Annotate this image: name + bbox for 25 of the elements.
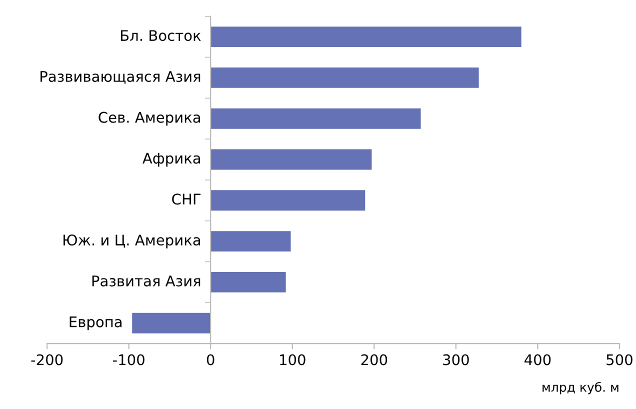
x-tick-label: 400: [524, 354, 551, 366]
x-tick-label: -200: [31, 354, 63, 366]
bar: [210, 272, 286, 292]
bar: [132, 312, 211, 334]
bar: [210, 108, 421, 129]
y-tick-label: Юж. и Ц. Америка: [64, 234, 200, 248]
bar: [210, 26, 522, 48]
x-tick-label: 0: [206, 354, 214, 366]
y-tick-label: Развивающаяся Азия: [40, 71, 200, 84]
bar: [210, 231, 291, 252]
y-tick-label: Сев. Америка: [98, 112, 200, 126]
y-tick-label: Развитая Азия: [92, 276, 200, 286]
y-tick-label: СНГ: [172, 194, 200, 205]
y-tick-label: Бл. Восток: [120, 30, 201, 42]
y-tick-label: Африка: [142, 152, 200, 167]
x-tick-label: -100: [113, 354, 144, 366]
x-tick-label: 500: [606, 354, 632, 366]
x-tick-label: 300: [443, 354, 469, 366]
bar: [210, 67, 479, 88]
x-tick-label: 200: [361, 354, 388, 366]
x-axis-title: млрд куб. м: [542, 382, 618, 394]
x-tick-label: 100: [280, 354, 306, 366]
bar: [210, 149, 372, 170]
bar: [210, 190, 366, 211]
y-tick-label: Европа: [70, 316, 122, 330]
